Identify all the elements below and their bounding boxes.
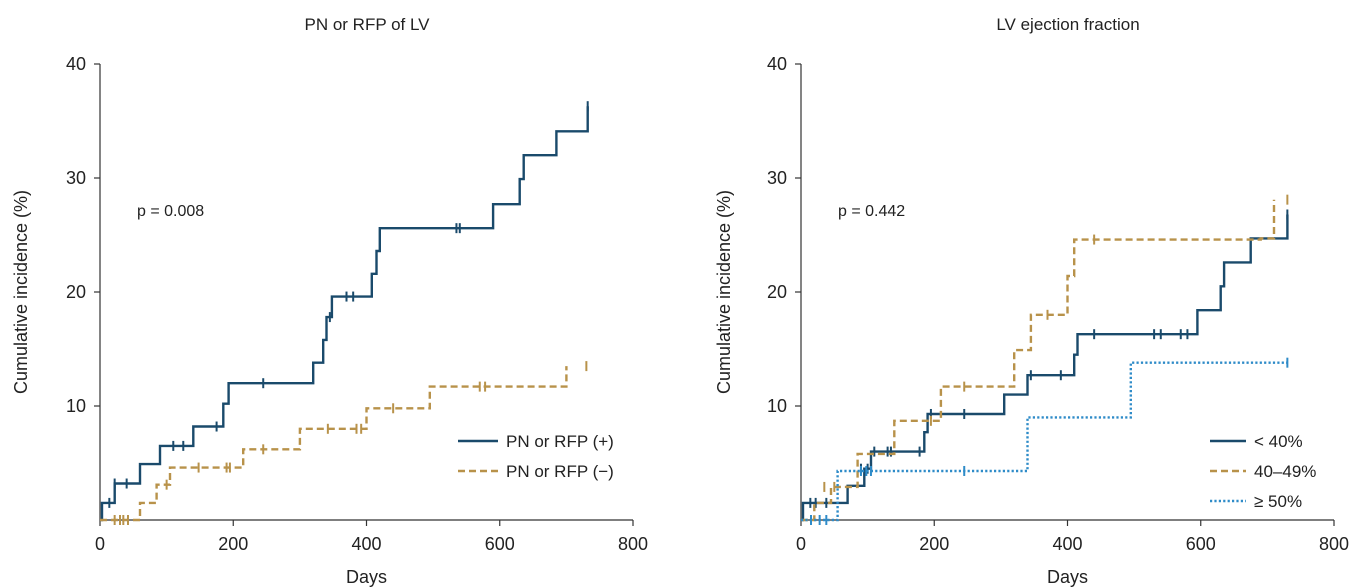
chart-1-series-2-line [801, 361, 1288, 522]
chart-1-y-tick-label: 20 [767, 282, 787, 302]
chart-1-title: LV ejection fraction [996, 15, 1139, 34]
chart-1-legend-label-2: ≥ 50% [1254, 492, 1302, 511]
chart-0-x-tick-label: 400 [351, 534, 381, 554]
chart-1-x-tick-label: 400 [1052, 534, 1082, 554]
chart-0-y-tick-label: 30 [66, 168, 86, 188]
chart-0-title: PN or RFP of LV [304, 15, 430, 34]
chart-0-y-tick-label: 10 [66, 396, 86, 416]
chart-1-y-axis-label: Cumulative incidence (%) [714, 190, 734, 394]
chart-1-y-tick-label: 40 [767, 54, 787, 74]
chart-1-x-tick-label: 800 [1319, 534, 1349, 554]
chart-0-series-1-line [100, 366, 568, 522]
chart-0-x-tick-label: 200 [218, 534, 248, 554]
chart-0-x-tick-label: 0 [95, 534, 105, 554]
chart-left: PN or RFP of LV 0 200 400 800 600 10 20 30 40 Days… [11, 15, 648, 587]
chart-1-x-tick-label: 600 [1186, 534, 1216, 554]
chart-0-x-axis-label: Days [346, 567, 387, 587]
chart-right: LV ejection fraction 0 200 400 600 800 10 20 30 4… [714, 15, 1349, 587]
chart-1-series-0-line [801, 214, 1289, 522]
chart-1-legend-label-0: < 40% [1254, 432, 1303, 451]
chart-1-x-tick-label: 0 [796, 534, 806, 554]
chart-0-legend-label-0: PN or RFP (+) [506, 432, 614, 451]
chart-1-p-value: p = 0.442 [838, 203, 905, 220]
chart-0-y-tick-label: 20 [66, 282, 86, 302]
chart-0-series-0-line [100, 106, 589, 522]
chart-0-legend-label-1: PN or RFP (−) [506, 462, 614, 481]
chart-1-y-tick-label: 30 [767, 168, 787, 188]
chart-0-y-axis-label: Cumulative incidence (%) [11, 190, 31, 394]
chart-0-p-value: p = 0.008 [137, 203, 204, 220]
chart-1-y-tick-label: 10 [767, 396, 787, 416]
chart-1-x-axis-label: Days [1047, 567, 1088, 587]
chart-0-x-tick-label: 600 [485, 534, 515, 554]
chart-0-x-tick-label: 800 [618, 534, 648, 554]
chart-1-legend-label-1: 40–49% [1254, 462, 1316, 481]
chart-1-series-1-line [801, 199, 1276, 522]
chart-1-x-tick-label: 200 [919, 534, 949, 554]
chart-0-y-tick-label: 40 [66, 54, 86, 74]
